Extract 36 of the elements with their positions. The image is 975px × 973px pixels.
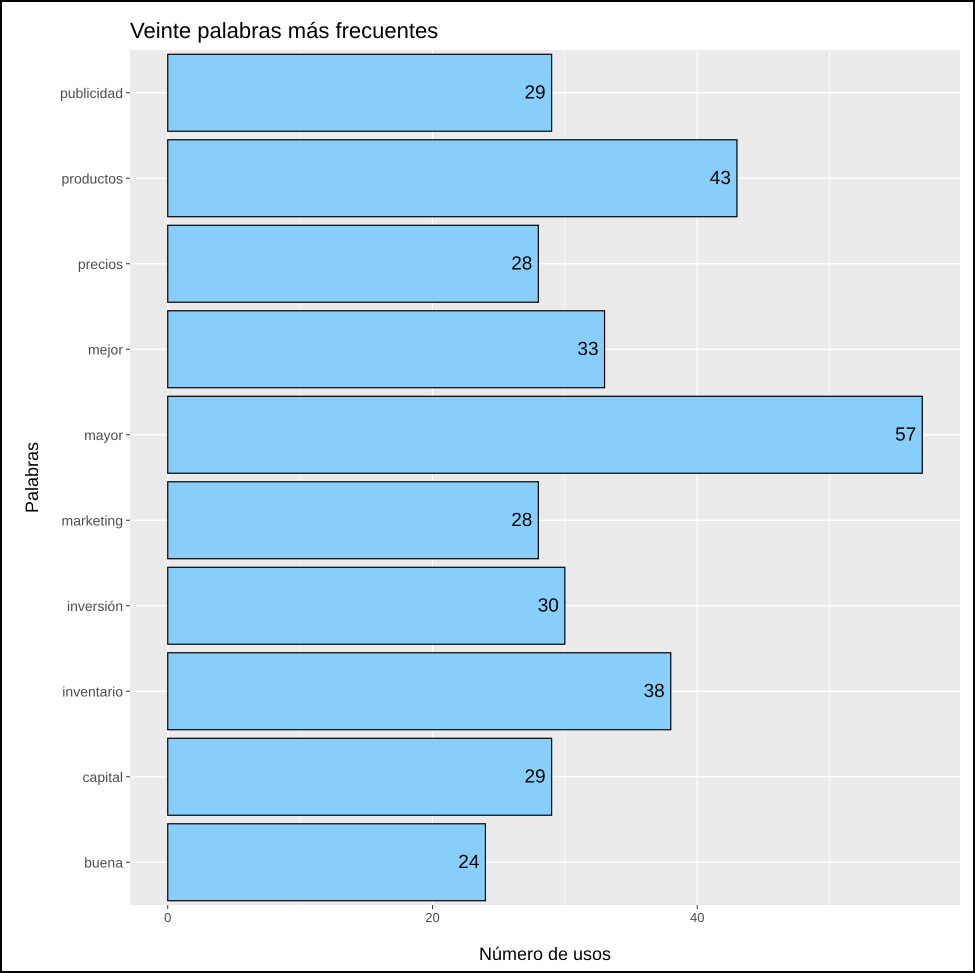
x-tick-label: 0 xyxy=(164,910,172,925)
bar xyxy=(167,139,738,218)
y-tick-label: publicidad xyxy=(60,84,123,101)
bar xyxy=(167,310,606,388)
data-label: 24 xyxy=(458,852,480,873)
bar xyxy=(167,652,672,730)
x-tick-label: 40 xyxy=(690,910,704,925)
data-label: 33 xyxy=(577,338,599,360)
data-label: 57 xyxy=(895,424,916,446)
bar xyxy=(167,823,486,902)
x-axis-title: Número de usos xyxy=(478,944,612,964)
bar xyxy=(167,396,923,474)
chart-title: Veinte palabras más frecuentes xyxy=(130,18,438,43)
y-tick-label: inventario xyxy=(62,683,124,700)
data-label: 29 xyxy=(524,82,546,104)
y-axis-title: Palabras xyxy=(22,442,42,514)
y-tick-label: mayor xyxy=(84,426,124,443)
y-tick-label: marketing xyxy=(62,512,123,528)
y-tick-label: inversión xyxy=(66,598,123,614)
bar xyxy=(167,481,539,560)
bar xyxy=(167,566,566,645)
y-tick-label: mejor xyxy=(88,341,124,358)
y-tick-label: capital xyxy=(82,768,123,785)
bar xyxy=(167,224,539,303)
bar xyxy=(167,738,552,816)
bar xyxy=(167,54,552,132)
y-tick-label: productos xyxy=(62,170,123,186)
data-label: 30 xyxy=(538,595,559,616)
data-label: 28 xyxy=(511,253,532,274)
y-tick-label: buena xyxy=(84,854,124,870)
y-tick-label: precios xyxy=(78,256,123,272)
data-label: 28 xyxy=(511,510,532,531)
data-label: 38 xyxy=(644,680,665,702)
x-tick-label: 20 xyxy=(425,910,440,925)
data-label: 43 xyxy=(710,168,731,189)
data-label: 29 xyxy=(524,766,546,788)
